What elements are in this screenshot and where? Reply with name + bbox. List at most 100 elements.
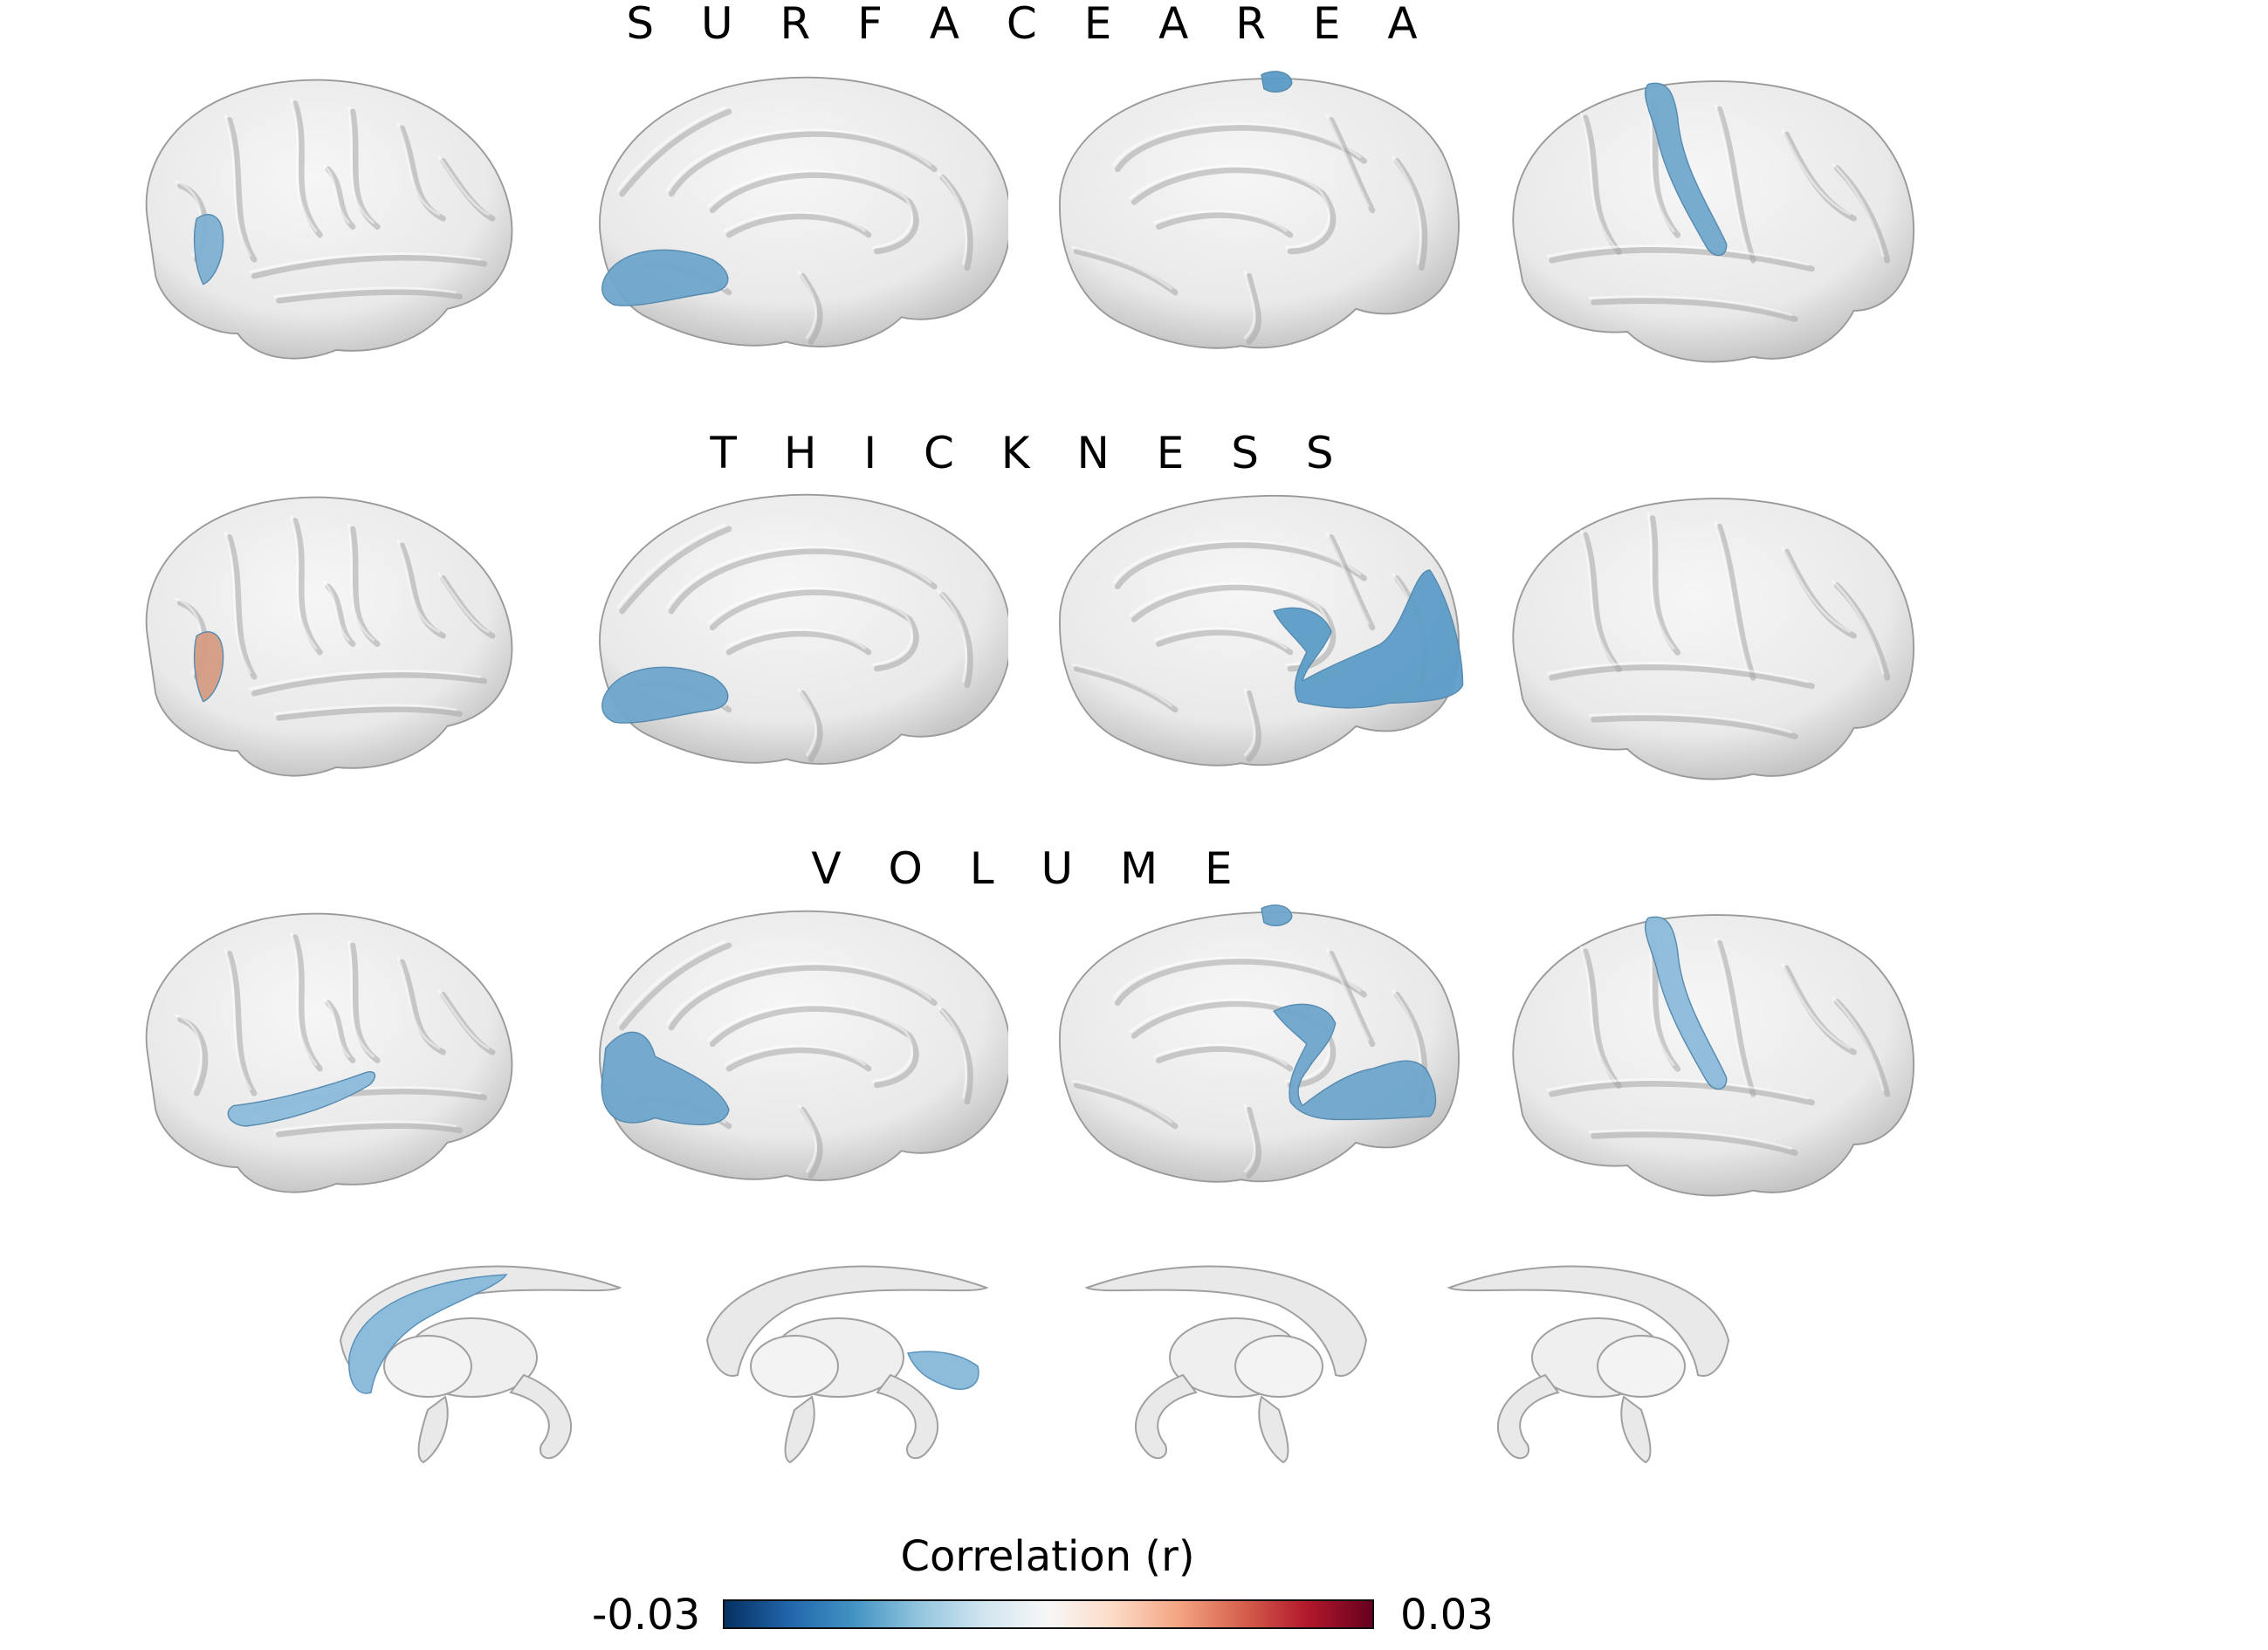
gyrus-highlight xyxy=(249,670,482,691)
gyrus-highlight xyxy=(1112,540,1362,584)
sulcus xyxy=(292,518,323,656)
sulcus xyxy=(1246,272,1262,345)
gyrus-highlight xyxy=(290,515,318,650)
sulcus xyxy=(1156,1046,1294,1072)
gyrus-highlight xyxy=(322,581,350,642)
sulcus xyxy=(725,213,872,238)
subcortical-left-lateral-view xyxy=(339,1265,622,1464)
gyrus-highlight xyxy=(1243,1104,1256,1173)
region-pars-triangularis xyxy=(193,214,224,285)
gyrus-highlight xyxy=(1588,295,1792,317)
amygdala xyxy=(784,1395,815,1464)
gyrus-highlight xyxy=(1128,164,1330,249)
gyrus-highlight xyxy=(1781,128,1852,216)
amygdala xyxy=(1258,1395,1289,1464)
gyrus-highlight xyxy=(1781,546,1852,633)
sulcus xyxy=(1582,948,1622,1089)
brain-right-medial-view xyxy=(1059,494,1464,767)
gyrus-highlight xyxy=(273,704,457,716)
gyrus-highlight xyxy=(797,688,818,757)
sulcus xyxy=(800,1106,823,1179)
volume-row xyxy=(0,895,2268,1227)
gyrus-highlight xyxy=(1546,662,1810,684)
sulcus xyxy=(1115,959,1367,1007)
sulcus xyxy=(1716,939,1756,1097)
gyrus-highlight xyxy=(937,172,968,265)
gyrus-highlight xyxy=(273,286,457,299)
sulcus xyxy=(1582,532,1622,672)
colorbar-label: Correlation (r) xyxy=(900,1532,1195,1581)
gyrus-highlight xyxy=(616,523,726,608)
gyrus-highlight xyxy=(322,163,350,224)
gyrus-highlight xyxy=(707,587,914,666)
hippocampal-tail xyxy=(876,1373,939,1460)
hippocampal-tail xyxy=(1134,1373,1198,1460)
gyrus-highlight xyxy=(290,932,318,1066)
gyrus-highlight xyxy=(1714,938,1750,1091)
gyrus-highlight xyxy=(797,1104,818,1173)
sulcus xyxy=(725,630,872,656)
gyrus-highlight xyxy=(396,540,441,633)
region-cuneus-pericalcarine-lingual xyxy=(1273,569,1464,709)
gyrus-highlight xyxy=(347,523,375,642)
gyrus-highlight xyxy=(322,997,350,1058)
sulcus xyxy=(619,108,732,197)
brain-left-medial-view xyxy=(599,910,1008,1181)
sulcus xyxy=(276,706,463,721)
corpus-callosum-arch xyxy=(1447,1265,1730,1377)
hippocampal-tail xyxy=(1496,1373,1560,1460)
gyrus-highlight xyxy=(290,98,318,232)
gyrus-highlight xyxy=(437,573,490,633)
sulcus xyxy=(251,671,487,697)
gyrus-highlight xyxy=(1071,663,1172,707)
gyrus-highlight xyxy=(1325,114,1370,208)
gyrus-highlight xyxy=(1579,945,1617,1083)
gyrus-highlight xyxy=(1832,162,1885,258)
gyrus-highlight xyxy=(666,128,931,191)
sulcus xyxy=(226,951,258,1097)
gyrus-highlight xyxy=(723,210,866,232)
subcortical-right-lateral-view xyxy=(1447,1265,1730,1464)
sulcus xyxy=(1394,158,1428,272)
region-superior-temporal xyxy=(227,1071,376,1127)
sulcus xyxy=(725,1047,872,1072)
sulcus xyxy=(1549,247,1815,272)
gyrus-highlight xyxy=(1832,580,1885,675)
gyrus-highlight xyxy=(707,1003,914,1083)
sulcus xyxy=(1716,106,1756,264)
gyrus-highlight xyxy=(1546,1078,1810,1100)
corpus-callosum-arch xyxy=(1084,1265,1368,1377)
sulcus xyxy=(1156,212,1294,238)
sulcus xyxy=(292,934,323,1072)
brain-right-lateral-view xyxy=(1512,80,1915,363)
brain-right-medial-view xyxy=(1059,904,1460,1183)
colorbar-min-label: -0.03 xyxy=(592,1591,701,1640)
sulcus xyxy=(251,254,487,279)
region-lingual xyxy=(601,666,729,724)
putamen xyxy=(750,1335,839,1398)
sulcus xyxy=(1649,515,1681,656)
gyrus-highlight xyxy=(616,939,726,1025)
gyrus-highlight xyxy=(1714,104,1750,258)
gyrus-highlight xyxy=(1112,122,1362,167)
gyrus-highlight xyxy=(937,589,968,683)
gyrus-highlight xyxy=(1579,112,1617,250)
gyrus-highlight xyxy=(1588,1129,1792,1151)
sulcus xyxy=(1156,629,1294,656)
sulcus xyxy=(619,526,732,615)
cortical-surface xyxy=(1512,498,1915,780)
sulcus xyxy=(1591,298,1798,322)
sulcus xyxy=(709,1006,919,1089)
gyrus-highlight xyxy=(1588,712,1792,734)
sulcus xyxy=(619,942,732,1031)
sulcus xyxy=(1591,1131,1798,1156)
gyrus-highlight xyxy=(1112,956,1362,1000)
corpus-callosum-arch xyxy=(705,1265,989,1377)
putamen xyxy=(383,1335,472,1398)
brain-left-lateral-view xyxy=(145,496,513,777)
sulcus xyxy=(276,1123,463,1138)
gyrus-highlight xyxy=(249,252,482,273)
region-lingual xyxy=(601,249,729,306)
brain-right-medial-view xyxy=(1059,71,1460,349)
gyrus-highlight xyxy=(437,989,490,1050)
